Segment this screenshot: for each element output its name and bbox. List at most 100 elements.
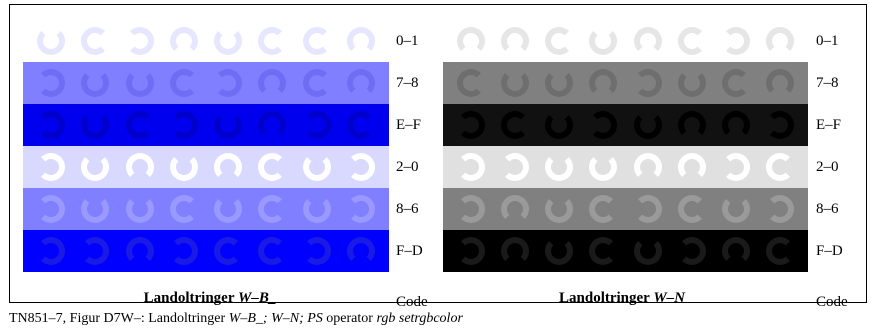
landolt-ring-icon [677, 195, 706, 223]
right-panel-title: Landoltringer W–N [442, 290, 802, 307]
landolt-ring-icon [633, 195, 662, 223]
landolt-ring-icon [677, 153, 706, 181]
right-code-label: Code [816, 294, 848, 310]
landolt-ring-icon [545, 69, 574, 97]
row-code-label: E–F [816, 117, 842, 133]
landolt-ring-icon [765, 27, 794, 55]
landolt-ring-icon [37, 153, 66, 181]
landolt-ring-icon [125, 69, 154, 97]
landolt-ring-icon [258, 153, 287, 181]
row-code-label: 2–0 [816, 159, 839, 175]
landolt-ring-icon [37, 111, 66, 139]
row-code-label: F–D [396, 243, 423, 259]
landolt-ring-icon [677, 27, 706, 55]
landolt-ring-icon [258, 237, 287, 265]
landolt-ring-icon [214, 153, 243, 181]
ring-strip [443, 230, 808, 272]
landolt-ring-icon [589, 195, 618, 223]
landolt-ring-icon [214, 69, 243, 97]
ring-strip [443, 104, 808, 146]
landolt-ring-icon [302, 27, 331, 55]
landolt-ring-icon [302, 237, 331, 265]
landolt-ring-icon [125, 153, 154, 181]
landolt-ring-icon [81, 69, 110, 97]
ring-strip [23, 230, 389, 272]
caption-prefix: TN851–7, Figur D7W–: Landoltringer [9, 311, 229, 326]
landolt-ring-icon [258, 69, 287, 97]
landolt-ring-icon [633, 153, 662, 181]
landolt-ring-icon [721, 27, 750, 55]
landolt-ring-icon [721, 111, 750, 139]
landolt-ring-icon [37, 237, 66, 265]
landolt-ring-icon [457, 195, 486, 223]
ring-strip [443, 20, 808, 62]
landolt-ring-icon [125, 111, 154, 139]
landolt-ring-icon [169, 237, 198, 265]
row-code-label: 0–1 [396, 33, 419, 49]
landolt-ring-icon [633, 111, 662, 139]
landolt-ring-icon [457, 69, 486, 97]
ring-strip [23, 104, 389, 146]
ring-strip [443, 62, 808, 104]
row-code-label: 7–8 [816, 75, 839, 91]
landolt-ring-icon [346, 195, 375, 223]
landolt-ring-icon [677, 237, 706, 265]
landolt-ring-icon [81, 195, 110, 223]
landolt-ring-icon [302, 195, 331, 223]
landolt-ring-icon [721, 153, 750, 181]
row-code-label: 8–6 [396, 201, 419, 217]
landolt-ring-icon [169, 195, 198, 223]
landolt-ring-icon [501, 237, 530, 265]
landolt-ring-icon [258, 111, 287, 139]
landolt-ring-icon [457, 111, 486, 139]
ring-strip [23, 146, 389, 188]
ring-strip [23, 62, 389, 104]
left-title-italic: W–B_ [237, 290, 277, 306]
caption-mid: operator [322, 311, 377, 326]
landolt-ring-icon [81, 111, 110, 139]
right-title-text: Landoltringer [559, 290, 654, 306]
landolt-ring-icon [501, 153, 530, 181]
landolt-ring-icon [545, 195, 574, 223]
landolt-ring-icon [633, 27, 662, 55]
figure-frame: 0–1 7–8 E–F 2–0 8–6 F–D 0–1 7–8 E–F 2–0 8–6 F–D La… [9, 4, 867, 310]
row-code-label: 2–0 [396, 159, 419, 175]
landolt-ring-icon [125, 27, 154, 55]
landolt-ring-icon [545, 153, 574, 181]
caption-italic: W–B_; W–N; PS [228, 311, 323, 326]
landolt-ring-icon [589, 111, 618, 139]
landolt-ring-icon [501, 69, 530, 97]
landolt-ring-icon [765, 195, 794, 223]
right-title-italic: W–N [653, 290, 685, 306]
landolt-ring-icon [214, 195, 243, 223]
landolt-ring-icon [501, 27, 530, 55]
landolt-ring-icon [125, 195, 154, 223]
ring-strip [23, 20, 389, 62]
landolt-ring-icon [589, 69, 618, 97]
landolt-ring-icon [545, 111, 574, 139]
landolt-ring-icon [346, 111, 375, 139]
row-code-label: 0–1 [816, 33, 839, 49]
landolt-ring-icon [81, 153, 110, 181]
landolt-ring-icon [765, 237, 794, 265]
landolt-ring-icon [501, 195, 530, 223]
landolt-ring-icon [589, 153, 618, 181]
landolt-ring-icon [677, 111, 706, 139]
ring-strip [443, 146, 808, 188]
landolt-ring-icon [81, 27, 110, 55]
landolt-ring-icon [37, 27, 66, 55]
landolt-ring-icon [721, 195, 750, 223]
landolt-ring-icon [346, 237, 375, 265]
landolt-ring-icon [302, 69, 331, 97]
landolt-ring-icon [214, 111, 243, 139]
landolt-ring-icon [125, 237, 154, 265]
landolt-ring-icon [457, 237, 486, 265]
landolt-ring-icon [258, 27, 287, 55]
landolt-ring-icon [721, 237, 750, 265]
landolt-ring-icon [81, 237, 110, 265]
landolt-ring-icon [457, 153, 486, 181]
left-title-text: Landoltringer [143, 290, 238, 306]
landolt-ring-icon [589, 27, 618, 55]
ring-strip [23, 188, 389, 230]
ring-strip [443, 188, 808, 230]
